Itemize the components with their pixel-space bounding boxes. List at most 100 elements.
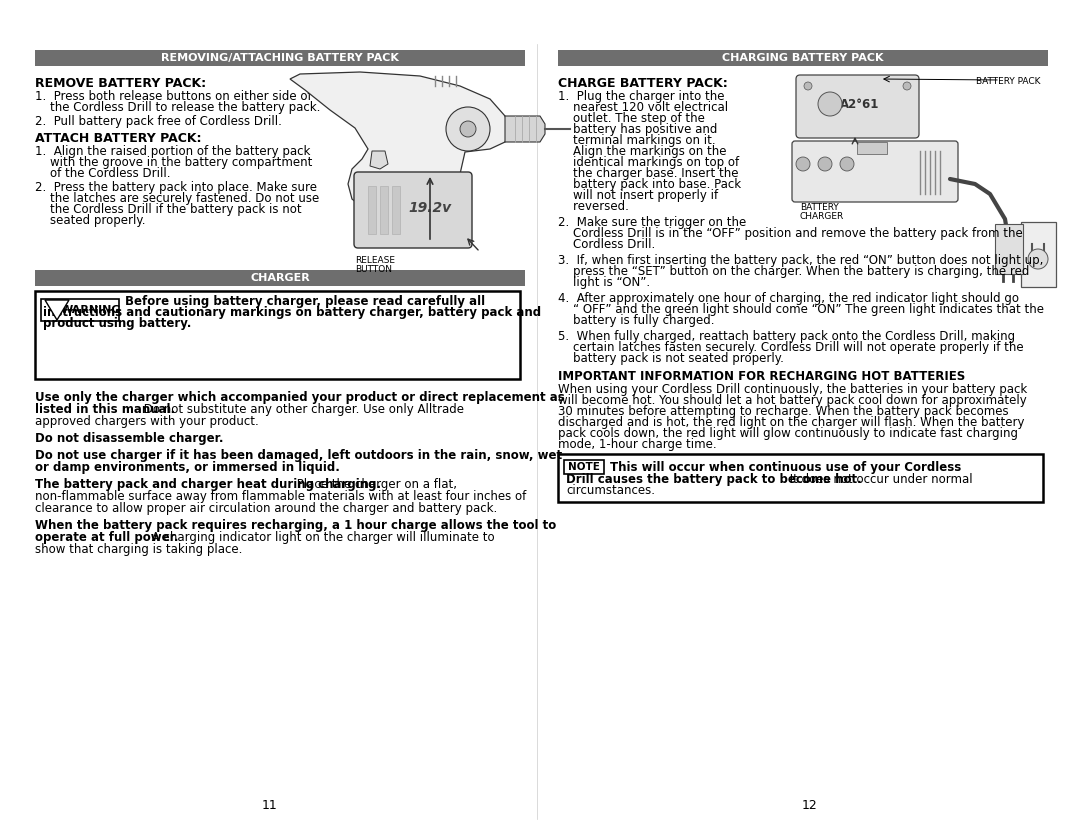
Text: will become hot. You should let a hot battery pack cool down for approximately: will become hot. You should let a hot ba… xyxy=(558,394,1027,407)
Circle shape xyxy=(818,157,832,171)
Text: BATTERY PACK: BATTERY PACK xyxy=(975,77,1040,86)
Text: Align the markings on the: Align the markings on the xyxy=(558,145,727,158)
Bar xyxy=(380,186,388,234)
Text: NOTE: NOTE xyxy=(568,462,599,472)
Text: Cordless Drill is in the “OFF” position and remove the battery pack from the: Cordless Drill is in the “OFF” position … xyxy=(558,227,1023,240)
Text: 2.  Press the battery pack into place. Make sure: 2. Press the battery pack into place. Ma… xyxy=(35,181,318,194)
Bar xyxy=(858,142,887,154)
Text: 19.2v: 19.2v xyxy=(408,201,451,215)
Text: Cordless Drill.: Cordless Drill. xyxy=(558,238,656,251)
Text: 11: 11 xyxy=(262,799,278,812)
Text: battery pack into base. Pack: battery pack into base. Pack xyxy=(558,178,741,191)
Text: 1.  Align the raised portion of the battery pack: 1. Align the raised portion of the batte… xyxy=(35,145,310,158)
Text: press the “SET” button on the charger. When the battery is charging, the red: press the “SET” button on the charger. W… xyxy=(558,265,1029,278)
Text: instructions and cautionary markings on battery charger, battery pack and: instructions and cautionary markings on … xyxy=(43,306,541,319)
Text: 4.  After approximately one hour of charging, the red indicator light should go: 4. After approximately one hour of charg… xyxy=(558,292,1020,305)
Bar xyxy=(564,460,604,474)
Text: outlet. The step of the: outlet. The step of the xyxy=(558,112,705,125)
Text: reversed.: reversed. xyxy=(558,200,629,213)
Text: This will occur when continuous use of your Cordless: This will occur when continuous use of y… xyxy=(610,461,961,474)
FancyBboxPatch shape xyxy=(792,141,958,202)
Text: SET: SET xyxy=(841,162,853,167)
Text: 2.  Make sure the trigger on the: 2. Make sure the trigger on the xyxy=(558,216,746,229)
Bar xyxy=(368,186,376,234)
Text: Before using battery charger, please read carefully all: Before using battery charger, please rea… xyxy=(125,295,485,308)
Text: certain latches fasten securely. Cordless Drill will not operate properly if the: certain latches fasten securely. Cordles… xyxy=(558,341,1024,354)
Text: 2.  Pull battery pack free of Cordless Drill.: 2. Pull battery pack free of Cordless Dr… xyxy=(35,115,282,128)
Circle shape xyxy=(903,82,912,90)
Text: Do not use charger if it has been damaged, left outdoors in the rain, snow, wet: Do not use charger if it has been damage… xyxy=(35,449,562,462)
Text: BATTERY: BATTERY xyxy=(800,203,839,212)
Text: Use only the charger which accompanied your product or direct replacement as: Use only the charger which accompanied y… xyxy=(35,391,565,404)
Text: discharged and is hot, the red light on the charger will flash. When the battery: discharged and is hot, the red light on … xyxy=(558,416,1025,429)
Text: The battery pack and charger heat during charging.: The battery pack and charger heat during… xyxy=(35,478,381,491)
Text: Do not substitute any other charger. Use only Alltrade: Do not substitute any other charger. Use… xyxy=(140,403,464,416)
Text: show that charging is taking place.: show that charging is taking place. xyxy=(35,543,242,556)
Text: or damp environments, or immersed in liquid.: or damp environments, or immersed in liq… xyxy=(35,461,340,474)
Text: A2°61: A2°61 xyxy=(840,98,880,110)
Text: with the groove in the battery compartment: with the groove in the battery compartme… xyxy=(35,156,312,169)
Text: A charging indicator light on the charger will illuminate to: A charging indicator light on the charge… xyxy=(148,531,495,544)
Text: listed in this manual.: listed in this manual. xyxy=(35,403,175,416)
Text: !: ! xyxy=(55,302,59,312)
Text: product using battery.: product using battery. xyxy=(43,317,191,330)
Polygon shape xyxy=(291,72,510,218)
Text: It does not occur under normal: It does not occur under normal xyxy=(786,473,973,486)
Bar xyxy=(995,224,1023,274)
Text: 1.  Plug the charger into the: 1. Plug the charger into the xyxy=(558,90,725,103)
Bar xyxy=(558,454,1043,502)
Text: the Cordless Drill if the battery pack is not: the Cordless Drill if the battery pack i… xyxy=(35,203,301,216)
Text: clearance to allow proper air circulation around the charger and battery pack.: clearance to allow proper air circulatio… xyxy=(35,502,497,515)
Text: REMOVE BATTERY PACK:: REMOVE BATTERY PACK: xyxy=(35,77,206,90)
Polygon shape xyxy=(370,151,388,169)
Text: Drill causes the battery pack to become hot.: Drill causes the battery pack to become … xyxy=(566,473,862,486)
Text: circumstances.: circumstances. xyxy=(566,484,654,497)
Text: BUTTON: BUTTON xyxy=(355,265,392,274)
Text: When the battery pack requires recharging, a 1 hour charge allows the tool to: When the battery pack requires rechargin… xyxy=(35,519,556,532)
Text: the Cordless Drill to release the battery pack.: the Cordless Drill to release the batter… xyxy=(35,101,321,114)
Text: 3.  If, when first inserting the battery pack, the red “ON” button does not ligh: 3. If, when first inserting the battery … xyxy=(558,254,1043,267)
Bar xyxy=(392,186,400,234)
Polygon shape xyxy=(505,116,545,142)
Text: identical markings on top of: identical markings on top of xyxy=(558,156,739,169)
Circle shape xyxy=(796,157,810,171)
Bar xyxy=(35,270,525,286)
Text: Do not disassemble charger.: Do not disassemble charger. xyxy=(35,432,224,445)
Circle shape xyxy=(460,121,476,137)
Text: OFF: OFF xyxy=(819,162,832,167)
Text: terminal markings on it.: terminal markings on it. xyxy=(558,134,716,147)
Text: CHARGER: CHARGER xyxy=(251,273,310,283)
Text: CHARGE BATTERY PACK:: CHARGE BATTERY PACK: xyxy=(558,77,728,90)
Text: the latches are securely fastened. Do not use: the latches are securely fastened. Do no… xyxy=(35,192,320,205)
Text: of the Cordless Drill.: of the Cordless Drill. xyxy=(35,167,171,180)
Text: battery pack is not seated properly.: battery pack is not seated properly. xyxy=(558,352,784,365)
Text: non-flammable surface away from flammable materials with at least four inches of: non-flammable surface away from flammabl… xyxy=(35,490,526,503)
Text: ON: ON xyxy=(798,162,808,167)
Circle shape xyxy=(446,107,490,151)
Text: “ OFF” and the green light should come “ON” The green light indicates that the: “ OFF” and the green light should come “… xyxy=(558,303,1044,316)
Polygon shape xyxy=(45,300,69,320)
Text: light is “ON”.: light is “ON”. xyxy=(558,276,650,289)
Circle shape xyxy=(840,157,854,171)
Text: REMOVING/ATTACHING BATTERY PACK: REMOVING/ATTACHING BATTERY PACK xyxy=(161,53,399,63)
Circle shape xyxy=(804,82,812,90)
Text: seated properly.: seated properly. xyxy=(35,214,146,227)
Text: 12: 12 xyxy=(802,799,818,812)
FancyBboxPatch shape xyxy=(354,172,472,248)
Text: When using your Cordless Drill continuously, the batteries in your battery pack: When using your Cordless Drill continuou… xyxy=(558,383,1027,396)
Text: Place the charger on a flat,: Place the charger on a flat, xyxy=(293,478,457,491)
Text: the charger base. Insert the: the charger base. Insert the xyxy=(558,167,739,180)
Bar xyxy=(35,291,519,379)
Text: WARNING: WARNING xyxy=(60,304,121,314)
Text: pack cools down, the red light will glow continuously to indicate fast charging: pack cools down, the red light will glow… xyxy=(558,427,1018,440)
Text: will not insert properly if: will not insert properly if xyxy=(558,189,718,202)
Circle shape xyxy=(818,92,842,116)
Text: 1.  Press both release buttons on either side of: 1. Press both release buttons on either … xyxy=(35,90,312,103)
Text: 30 minutes before attempting to recharge. When the battery pack becomes: 30 minutes before attempting to recharge… xyxy=(558,405,1009,418)
Text: CHARGER: CHARGER xyxy=(800,212,845,221)
Text: 5.  When fully charged, reattach battery pack onto the Cordless Drill, making: 5. When fully charged, reattach battery … xyxy=(558,330,1015,343)
Text: CHARGING BATTERY PACK: CHARGING BATTERY PACK xyxy=(723,53,883,63)
FancyBboxPatch shape xyxy=(796,75,919,138)
Bar xyxy=(558,50,1048,66)
Bar xyxy=(35,50,525,66)
